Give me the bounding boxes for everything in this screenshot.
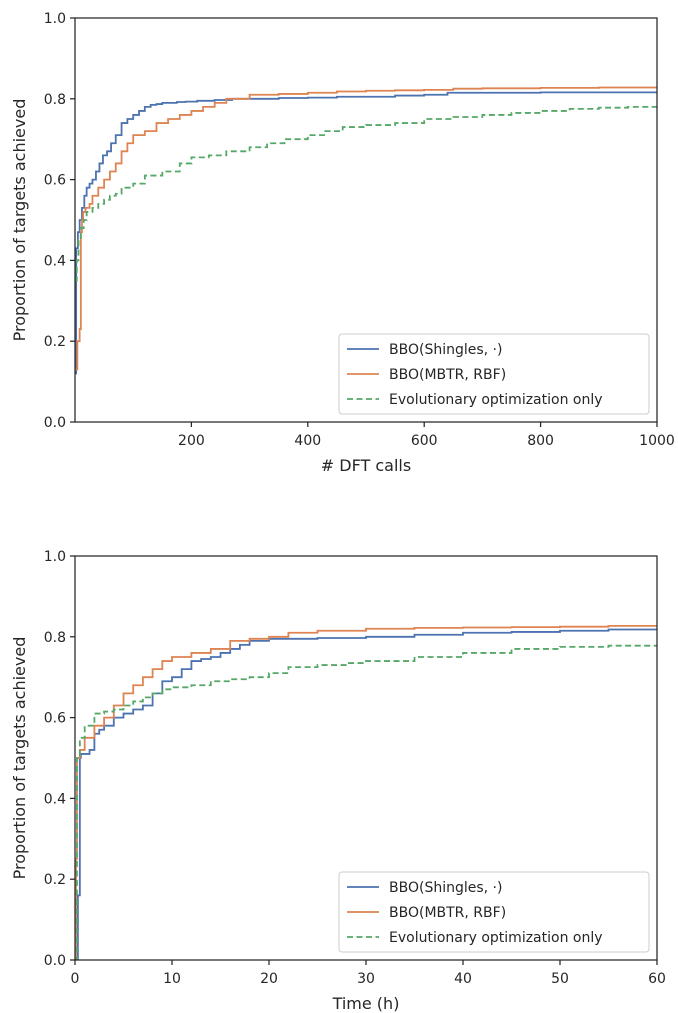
x-tick-label: 600 [411, 433, 438, 449]
legend-label-bbo-mbtr: BBO(MBTR, RBF) [389, 905, 506, 921]
series-line-evolutionary [75, 644, 657, 960]
legend-label-bbo-shingles: BBO(Shingles, ·) [389, 880, 502, 896]
y-tick-label: 0.4 [44, 253, 66, 269]
y-tick-label: 1.0 [44, 549, 66, 565]
legend-label-bbo-mbtr: BBO(MBTR, RBF) [389, 367, 506, 383]
series-line-bbo-mbtr [75, 86, 657, 371]
x-axis-label: # DFT calls [321, 456, 411, 475]
y-tick-label: 1.0 [44, 11, 66, 27]
chart-dft-calls: 0.0 0.2 0.4 0.6 0.8 1.0 200 400 600 800 1000 # DFT… [10, 11, 675, 475]
y-tick-label: 0.0 [44, 415, 66, 431]
y-tick-label: 0.0 [44, 953, 66, 969]
series-line-bbo-shingles [75, 91, 657, 375]
legend-label-bbo-shingles: BBO(Shingles, ·) [389, 342, 502, 358]
series-line-bbo-shingles [75, 628, 657, 960]
legend-label-evolutionary: Evolutionary optimization only [389, 392, 603, 408]
y-tick-label: 0.8 [44, 92, 66, 108]
legend-box [338, 871, 650, 953]
series-line-evolutionary [75, 105, 657, 282]
series-layer [75, 624, 657, 960]
y-tick-label: 0.2 [44, 872, 66, 888]
x-tick-label: 0 [71, 971, 80, 987]
x-tick-label: 40 [454, 971, 472, 987]
chart-time: 0.0 0.2 0.4 0.6 0.8 1.0 0 10 20 30 40 50 60 Time (h)… [10, 549, 666, 1013]
ticks-layer: 0.0 0.2 0.4 0.6 0.8 1.0 0 10 20 30 40 50 60 [44, 549, 666, 987]
x-tick-label: 200 [178, 433, 205, 449]
legend: BBO(Shingles, ·) BBO(MBTR, RBF) Evolutio… [338, 333, 650, 415]
plot-frame [74, 17, 658, 423]
legend: BBO(Shingles, ·) BBO(MBTR, RBF) Evolutio… [338, 871, 650, 953]
ticks-layer: 0.0 0.2 0.4 0.6 0.8 1.0 200 400 600 800 1000 [44, 11, 675, 449]
y-tick-label: 0.4 [44, 791, 66, 807]
y-tick-label: 0.8 [44, 630, 66, 646]
legend-label-evolutionary: Evolutionary optimization only [389, 930, 603, 946]
y-axis-label: Proportion of targets achieved [10, 99, 29, 342]
x-tick-label: 30 [357, 971, 375, 987]
series-layer [75, 86, 657, 375]
series-line-bbo-mbtr [75, 624, 657, 960]
x-tick-label: 50 [551, 971, 569, 987]
x-tick-label: 10 [163, 971, 181, 987]
x-axis-label: Time (h) [332, 994, 400, 1013]
legend-box [338, 333, 650, 415]
x-tick-label: 20 [260, 971, 278, 987]
y-axis-label: Proportion of targets achieved [10, 637, 29, 880]
x-tick-label: 60 [648, 971, 666, 987]
y-tick-label: 0.2 [44, 334, 66, 350]
x-tick-label: 1000 [639, 433, 675, 449]
y-tick-label: 0.6 [44, 711, 66, 727]
y-tick-label: 0.6 [44, 173, 66, 189]
x-tick-label: 800 [527, 433, 554, 449]
x-tick-label: 400 [294, 433, 321, 449]
